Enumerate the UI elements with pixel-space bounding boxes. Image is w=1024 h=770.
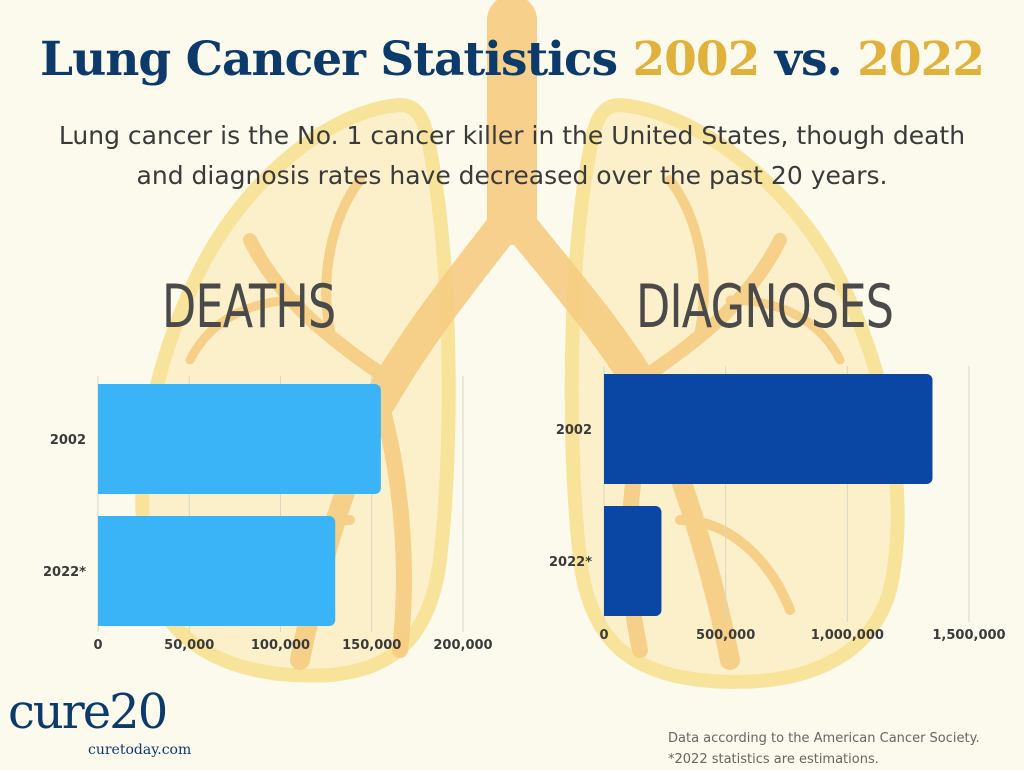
x-tick-label: 0 xyxy=(599,628,608,643)
source-note: Data according to the American Cancer So… xyxy=(668,728,980,770)
bar-2002 xyxy=(98,384,381,494)
x-tick-label: 500,000 xyxy=(696,628,755,643)
brand-logo[interactable]: cure20 curetoday.com xyxy=(8,688,208,760)
source-line-2: *2022 statistics are estimations. xyxy=(668,752,879,767)
x-tick-label: 50,000 xyxy=(164,638,214,653)
category-label: 2022* xyxy=(549,555,592,570)
page-title: Lung Cancer Statistics 2002 vs. 2022 xyxy=(0,32,1024,87)
diagnoses-chart-title: DIAGNOSES xyxy=(636,272,894,342)
category-label: 2002 xyxy=(50,433,86,448)
page-subtitle: Lung cancer is the No. 1 cancer killer i… xyxy=(0,116,1024,196)
x-tick-label: 150,000 xyxy=(342,638,401,653)
title-vs: vs. xyxy=(774,32,843,87)
source-line-1: Data according to the American Cancer So… xyxy=(668,731,980,746)
deaths-chart-title: DEATHS xyxy=(162,272,336,342)
title-year-a: 2002 xyxy=(632,32,760,87)
subtitle-line-2: and diagnosis rates have decreased over … xyxy=(136,161,888,190)
x-tick-label: 0 xyxy=(93,638,102,653)
brand-logo-text: cure20 xyxy=(8,684,168,740)
x-tick-label: 1,000,000 xyxy=(811,628,884,643)
diagnoses-bar-chart: 0 500,000 1,000,000 1,500,000 2002 2022* xyxy=(549,366,1006,643)
x-tick-label: 1,500,000 xyxy=(932,628,1005,643)
category-label: 2022* xyxy=(43,565,86,580)
bar-2022-est xyxy=(98,516,336,626)
brand-url: curetoday.com xyxy=(88,742,192,758)
title-year-b: 2022 xyxy=(857,32,985,87)
x-tick-label: 200,000 xyxy=(433,638,492,653)
bar-2002 xyxy=(604,374,933,484)
deaths-bar-chart: 0 50,000 100,000 150,000 200,000 2002 2022* xyxy=(43,376,493,653)
category-label: 2002 xyxy=(556,423,592,438)
bar-2022-est xyxy=(604,506,662,616)
subtitle-line-1: Lung cancer is the No. 1 cancer killer i… xyxy=(58,121,966,150)
x-tick-label: 100,000 xyxy=(251,638,310,653)
title-main: Lung Cancer Statistics xyxy=(40,32,618,87)
